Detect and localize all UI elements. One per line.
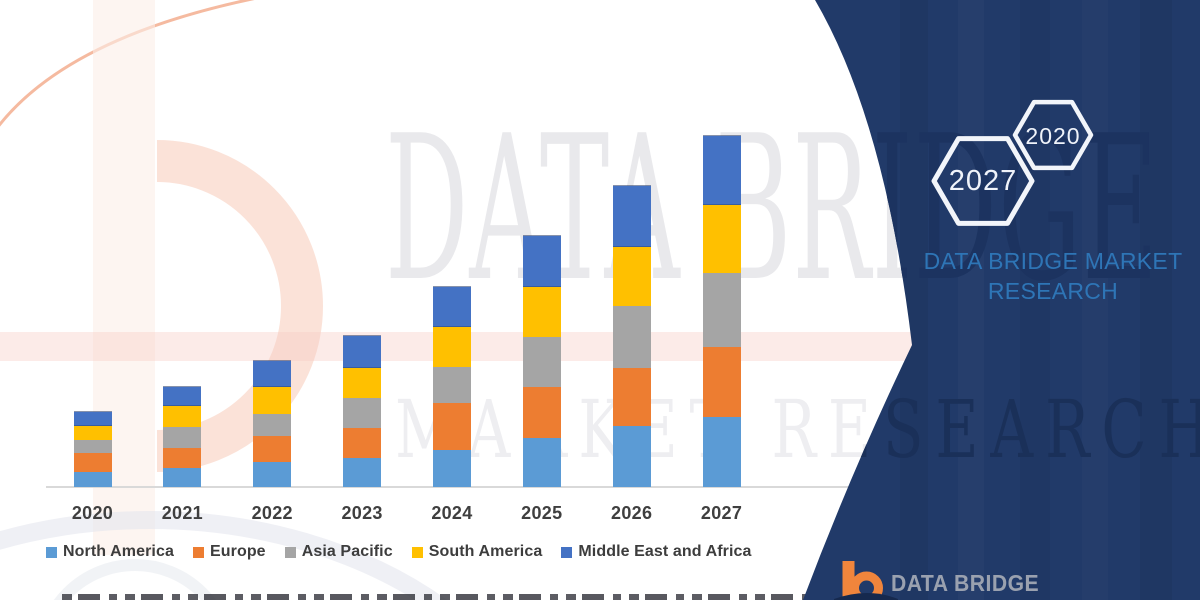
footer-logo-swoosh: [834, 593, 898, 600]
bar-segment-south-america-2021: [163, 406, 202, 427]
x-axis-label-2025: 2025: [521, 503, 563, 523]
legend-item-asia-pacific: Asia Pacific: [284, 543, 393, 561]
bar-segment-europe-2024: [432, 403, 471, 450]
bar-segment-south-america-2022: [253, 387, 292, 414]
bar-segment-asia-pacific-2025: [522, 337, 561, 387]
hexagon-2027-outline: [931, 136, 1035, 226]
bar-segment-asia-pacific-2027: [702, 273, 741, 347]
bar-segment-asia-pacific-2023: [343, 398, 382, 428]
legend-label: Asia Pacific: [301, 543, 393, 560]
bar-segment-asia-pacific-2024: [432, 367, 471, 403]
orange-arc-decoration: [0, 0, 255, 127]
legend-label: Middle East and Africa: [578, 543, 752, 560]
bar-segment-north-america-2027: [702, 417, 741, 487]
legend-swatch: [561, 546, 573, 558]
data-bridge-b-watermark-bowl: [156, 140, 323, 472]
legend-label: Europe: [209, 543, 266, 560]
legend-label: South America: [428, 543, 543, 560]
bar-segment-middle-east-and-africa-2025: [522, 236, 561, 287]
x-axis-label-2020: 2020: [71, 503, 114, 523]
legend-swatch: [192, 546, 204, 558]
cropped-caption-top-edge: [62, 594, 838, 600]
bar-segment-europe-2027: [702, 347, 741, 417]
bar-segment-asia-pacific-2020: [73, 440, 112, 453]
x-axis-label-2024: 2024: [431, 503, 473, 523]
bar-segment-europe-2021: [163, 448, 202, 468]
footer-logo-mark: [834, 561, 898, 600]
legend-swatch: [284, 546, 296, 558]
legend-item-middle-east-and-africa: Middle East and Africa: [561, 543, 751, 561]
gray-arc-decoration: [0, 511, 448, 600]
legend-item-europe: Europe: [192, 543, 266, 561]
hexagon-2020-label: 2020: [1025, 123, 1081, 149]
bar-segment-south-america-2026: [612, 247, 651, 306]
x-axis-label-2026: 2026: [611, 503, 653, 523]
legend-label: North America: [63, 543, 174, 560]
footer-logo-text: DATA BRIDGE: [891, 570, 1046, 600]
bar-segment-south-america-2024: [432, 327, 471, 367]
x-axis-label-2027: 2027: [700, 503, 743, 523]
x-axis-label-2021: 2021: [161, 503, 203, 523]
bar-segment-europe-2023: [343, 428, 382, 458]
watermark-row2-dark: MARKET RESEARCH: [395, 383, 1200, 476]
gray-ring-decoration: [53, 559, 217, 600]
bar-segment-south-america-2025: [522, 287, 561, 337]
hexagon-2020-outline: [1012, 99, 1094, 171]
footer-logo-b-bowl: [850, 571, 883, 600]
bar-segment-north-america-2026: [612, 426, 651, 487]
legend-swatch: [46, 546, 57, 558]
x-axis-label-2023: 2023: [341, 503, 383, 523]
bar-segment-middle-east-and-africa-2027: [702, 136, 741, 205]
bar-segment-asia-pacific-2026: [612, 306, 651, 368]
bar-segment-middle-east-and-africa-2023: [343, 336, 382, 368]
bar-segment-middle-east-and-africa-2021: [163, 387, 202, 406]
bar-segment-europe-2026: [612, 368, 651, 426]
bar-segment-north-america-2022: [253, 462, 292, 487]
bar-segment-south-america-2023: [343, 368, 382, 398]
bar-segment-middle-east-and-africa-2022: [253, 361, 292, 387]
panel-streak: [1140, 0, 1172, 600]
legend-swatch: [411, 546, 423, 558]
x-axis-line: [46, 486, 874, 488]
bar-segment-asia-pacific-2021: [163, 427, 202, 448]
bar-segment-north-america-2020: [73, 472, 112, 487]
bar-segment-europe-2025: [522, 387, 561, 438]
bar-segment-north-america-2024: [432, 450, 471, 487]
panel-title-line2: RESEARCH: [987, 278, 1119, 304]
bar-segment-middle-east-and-africa-2020: [73, 412, 112, 426]
panel-title: DATA BRIDGE MARKET RESEARCH: [893, 246, 1200, 306]
legend-item-south-america: South America: [411, 543, 543, 561]
bar-segment-europe-2022: [253, 436, 292, 462]
bar-segment-north-america-2021: [163, 468, 202, 487]
bar-segment-middle-east-and-africa-2026: [612, 186, 651, 247]
x-axis-label-2022: 2022: [251, 503, 293, 523]
bar-segment-south-america-2027: [702, 205, 741, 273]
legend-item-north-america: North America: [46, 543, 174, 561]
hexagon-2027-label: 2027: [948, 165, 1018, 197]
bar-segment-europe-2020: [73, 453, 112, 472]
bar-segment-north-america-2025: [522, 438, 561, 487]
bar-segment-middle-east-and-africa-2024: [432, 287, 471, 327]
bar-segment-asia-pacific-2022: [253, 414, 292, 436]
bar-segment-north-america-2023: [343, 458, 382, 487]
bar-segment-south-america-2020: [73, 426, 112, 440]
panel-title-line1: DATA BRIDGE MARKET: [923, 248, 1183, 274]
chart-legend: North America Europe Asia Pacific South Ame…: [46, 540, 752, 564]
